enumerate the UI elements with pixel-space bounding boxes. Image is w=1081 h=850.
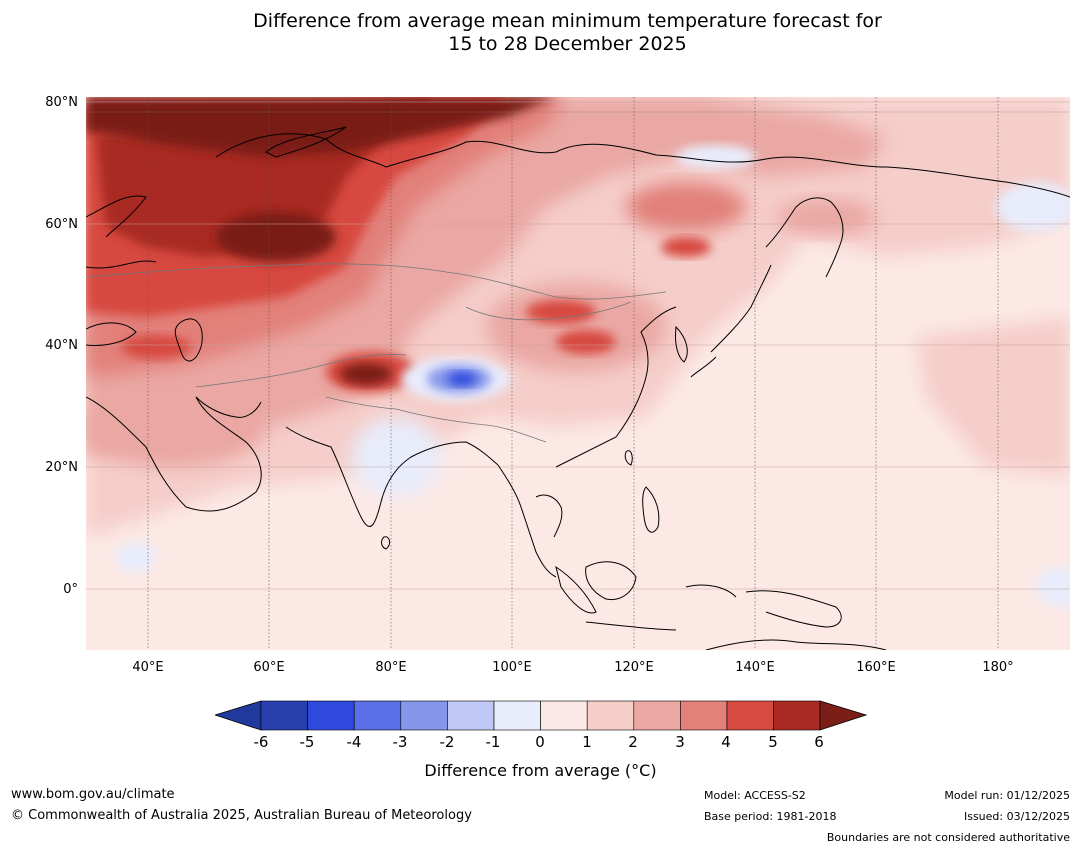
colorbar-cell — [633, 700, 681, 731]
colorbar-cell — [773, 700, 821, 731]
colorbar-cell — [540, 700, 588, 731]
colorbar — [215, 700, 867, 731]
colorbar-tick: -3 — [392, 733, 408, 751]
colorbar-label: Difference from average (°C) — [424, 761, 657, 780]
field-minus-1-alaska — [996, 182, 1070, 232]
colorbar-tick: -1 — [485, 733, 501, 751]
footer-issued: Issued: 03/12/2025 — [963, 810, 1070, 823]
colorbar-cell — [493, 700, 541, 731]
field-plus-4-amur — [661, 237, 711, 257]
lon-label-140e: 140°E — [735, 660, 775, 675]
graticule — [86, 97, 1070, 650]
lon-label-120e: 120°E — [614, 660, 654, 675]
colorbar-tick: 2 — [628, 733, 638, 751]
lat-label-20n: 20°N — [45, 460, 78, 475]
colorbar-tick: 1 — [582, 733, 592, 751]
colorbar-cell — [400, 700, 448, 731]
anomaly-map — [86, 97, 1070, 650]
colorbar-extend-low — [215, 700, 262, 731]
field-plus-6-arctic — [86, 97, 556, 157]
field-plus-2-arabia — [86, 387, 266, 467]
colorbar-tick: 6 — [814, 733, 824, 751]
field-plus-3-east-siberia — [626, 182, 746, 232]
lon-label-100e: 100°E — [492, 660, 532, 675]
footer-base-period: Base period: 1981-2018 — [704, 810, 837, 823]
footer-url[interactable]: www.bom.gov.au/climate — [11, 787, 175, 802]
lat-label-40n: 40°N — [45, 338, 78, 353]
footer-model-run: Model run: 01/12/2025 — [944, 789, 1070, 802]
colorbar-cell — [680, 700, 728, 731]
anomaly-fields — [86, 97, 1070, 607]
map-title-line-2: 15 to 28 December 2025 — [448, 33, 687, 55]
colorbar-tick: -6 — [253, 733, 269, 751]
colorbar-extend-high — [819, 700, 867, 731]
coastlines — [86, 126, 1070, 650]
field-plus-4-north-china — [556, 330, 616, 354]
lon-label-60e: 60°E — [253, 660, 285, 675]
colorbar-cell — [260, 700, 308, 731]
colorbar-cell — [726, 700, 774, 731]
lon-label-160e: 160°E — [856, 660, 896, 675]
colorbar-tick: -5 — [299, 733, 315, 751]
footer-copyright: © Commonwealth of Australia 2025, Austra… — [11, 808, 472, 823]
lat-label-80n: 80°N — [45, 95, 78, 110]
map-title-line-1: Difference from average mean minimum tem… — [253, 10, 882, 32]
colorbar-cell — [447, 700, 495, 731]
field-minus-1-pacific — [1036, 567, 1070, 607]
lon-label-80e: 80°E — [375, 660, 407, 675]
footer-disclaimer: Boundaries are not considered authoritat… — [826, 831, 1070, 844]
colorbar-tick: -4 — [346, 733, 362, 751]
field-minus-1-africa — [116, 542, 156, 572]
field-plus-4-caspian — [121, 335, 191, 359]
colorbar-tick: -2 — [439, 733, 455, 751]
field-minus-1-india — [351, 417, 441, 497]
colorbar-tick: 3 — [675, 733, 685, 751]
field-plus-2-china — [486, 282, 666, 372]
colorbar-cell — [586, 700, 635, 731]
colorbar-cell — [307, 700, 355, 731]
field-plus-6-kashmir — [340, 363, 392, 385]
field-plus-1-north-pacific — [916, 317, 1070, 477]
field-minus-1-yakutia — [676, 145, 756, 169]
country-borders — [86, 111, 1070, 443]
field-minus-4-tibet — [447, 372, 477, 386]
footer-model: Model: ACCESS-S2 — [704, 789, 806, 802]
field-plus-2-okhotsk — [776, 199, 876, 235]
lon-label-180: 180° — [982, 660, 1014, 675]
field-plus-6-ural — [216, 212, 336, 262]
field-plus-4-inner-mongolia — [526, 300, 596, 324]
colorbar-tick: 5 — [768, 733, 778, 751]
lat-label-60n: 60°N — [45, 217, 78, 232]
colorbar-cell — [353, 700, 402, 731]
colorbar-tick: 4 — [721, 733, 731, 751]
lon-label-40e: 40°E — [132, 660, 164, 675]
colorbar-tick: 0 — [535, 733, 545, 751]
lat-label-0: 0° — [63, 582, 78, 597]
